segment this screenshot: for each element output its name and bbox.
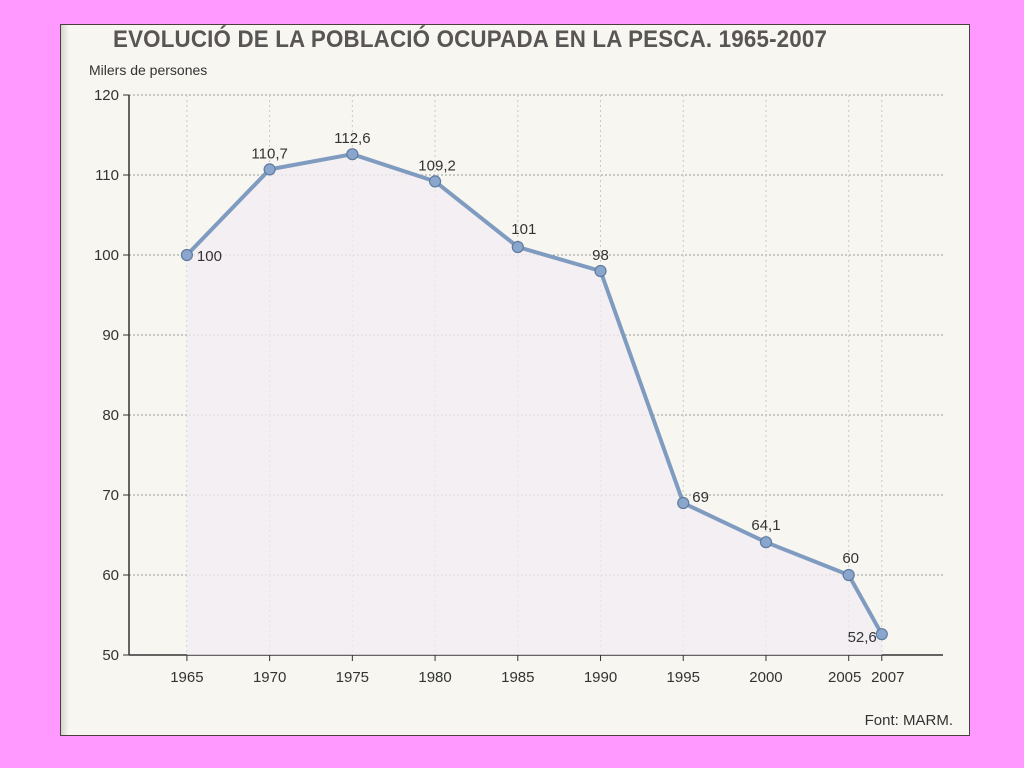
x-tick-label: 1965 xyxy=(170,669,203,686)
data-label: 52,6 xyxy=(848,629,877,646)
data-point xyxy=(875,628,888,641)
y-tick-label: 80 xyxy=(102,407,119,424)
data-point xyxy=(428,175,442,188)
series-line xyxy=(185,152,884,636)
data-point xyxy=(263,163,276,176)
x-tick-label: 1980 xyxy=(418,669,451,686)
x-tick-label: 2000 xyxy=(749,669,782,686)
x-tick-label: 1970 xyxy=(253,669,286,686)
data-label: 100 xyxy=(197,248,222,265)
y-tick-label: 70 xyxy=(102,487,119,504)
series-area xyxy=(186,154,882,655)
y-tick-label: 50 xyxy=(102,647,119,664)
x-tick-label: 1985 xyxy=(501,669,534,686)
x-tick-label: 2005 xyxy=(828,669,861,686)
card-edge-shadow xyxy=(61,25,69,735)
x-tick-label: 1995 xyxy=(667,669,700,686)
x-tick-label: 1975 xyxy=(336,669,369,686)
data-label: 109,2 xyxy=(418,157,456,174)
data-label: 60 xyxy=(842,550,859,567)
line-chart: 50 60 70 80 90 100 110 120 1965 1970 1975 1980 1985 1… xyxy=(94,87,943,686)
data-point xyxy=(759,536,773,549)
source-note: Font: MARM. xyxy=(864,712,953,729)
data-point xyxy=(677,496,690,510)
y-tick-label: 60 xyxy=(102,567,119,584)
y-axis-label: Milers de persones xyxy=(89,62,208,78)
y-tick-label: 110 xyxy=(95,167,119,184)
data-point xyxy=(180,248,194,262)
data-label: 69 xyxy=(692,489,709,506)
y-tick-label: 90 xyxy=(102,327,119,344)
y-tick-label: 100 xyxy=(94,247,119,264)
data-point xyxy=(594,264,607,278)
data-point xyxy=(346,148,359,161)
data-label: 98 xyxy=(592,247,609,264)
data-label: 110,7 xyxy=(251,145,287,162)
chart-title: EVOLUCIÓ DE LA POBLACIÓ OCUPADA EN LA PE… xyxy=(113,26,828,53)
data-point xyxy=(842,568,855,582)
x-tick-label: 2007 xyxy=(871,669,904,686)
x-tick-label: 1990 xyxy=(584,669,617,686)
data-label: 112,6 xyxy=(334,130,370,147)
data-label: 64,1 xyxy=(751,517,780,534)
data-label: 101 xyxy=(511,221,536,238)
y-tick-label: 120 xyxy=(94,87,119,104)
data-point xyxy=(511,240,524,254)
chart-card: 50 60 70 80 90 100 110 120 1965 1970 1975 1980 1985 1… xyxy=(60,24,970,736)
